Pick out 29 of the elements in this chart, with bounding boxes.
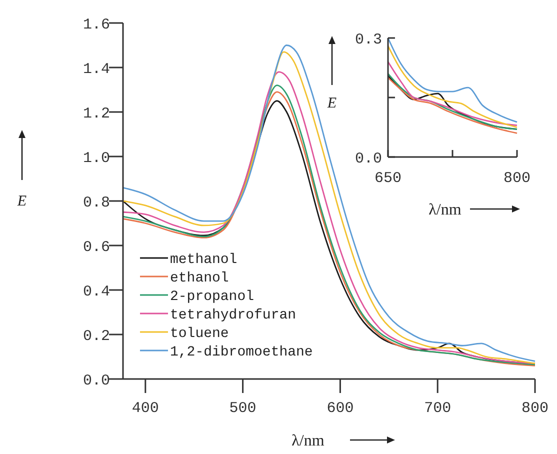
y-tick-label: 0.8 bbox=[82, 194, 110, 212]
x-tick-label: 700 bbox=[424, 400, 452, 417]
legend-label: 1,2-dibromoethane bbox=[170, 344, 313, 360]
legend-label: 2-propanol bbox=[170, 288, 254, 305]
x-axis-title: λ/nm bbox=[292, 432, 325, 450]
y-tick-label: 0.4 bbox=[82, 283, 110, 300]
y-tick-label: 0.3 bbox=[354, 31, 382, 48]
x-tick-label: 600 bbox=[326, 400, 354, 417]
x-tick-label: 800 bbox=[503, 170, 531, 187]
legend-label: methanol bbox=[170, 252, 238, 268]
y-tick-label: 0.6 bbox=[82, 238, 110, 256]
y-tick-label: 1.6 bbox=[82, 16, 110, 34]
line-series bbox=[387, 61, 518, 126]
y-tick-label: 0.0 bbox=[354, 150, 382, 168]
y-axis-title: E bbox=[16, 193, 27, 210]
y-tick-label: 0.2 bbox=[82, 328, 110, 345]
x-tick-label: 400 bbox=[132, 400, 159, 417]
y-tick-label: 1.2 bbox=[82, 105, 110, 122]
x-tick-label: 500 bbox=[229, 400, 256, 417]
legend-label: toluene bbox=[170, 326, 229, 342]
y-tick-label: 0.0 bbox=[82, 372, 110, 390]
x-tick-label: 800 bbox=[521, 400, 549, 417]
y-tick-label: 1.4 bbox=[82, 60, 110, 78]
y-axis-title: E bbox=[326, 95, 337, 112]
legend-label: tetrahydrofuran bbox=[170, 307, 296, 324]
x-axis-title: λ/nm bbox=[428, 202, 462, 219]
y-tick-label: 1.0 bbox=[82, 150, 110, 167]
x-tick-label: 650 bbox=[374, 170, 402, 187]
legend-label: ethanol bbox=[170, 270, 229, 286]
